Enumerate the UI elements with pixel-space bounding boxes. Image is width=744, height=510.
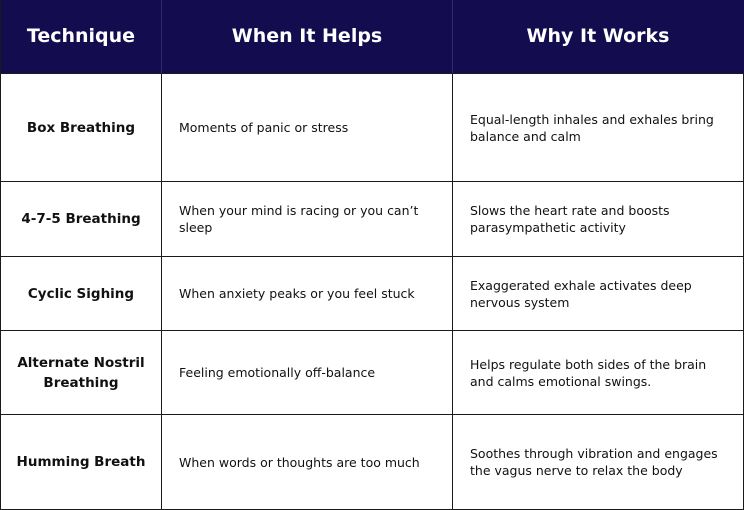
technique-cell: Box Breathing bbox=[0, 74, 162, 182]
why-it-works-cell: Exaggerated exhale activates deep nervou… bbox=[453, 257, 744, 331]
column-header-technique: Technique bbox=[0, 0, 162, 74]
why-it-works-cell: Helps regulate both sides of the brain a… bbox=[453, 331, 744, 415]
column-header-when-it-helps: When It Helps bbox=[162, 0, 453, 74]
when-it-helps-cell: Moments of panic or stress bbox=[162, 74, 453, 182]
why-it-works-cell: Slows the heart rate and boosts parasymp… bbox=[453, 182, 744, 257]
when-it-helps-cell: When your mind is racing or you can’t sl… bbox=[162, 182, 453, 257]
when-it-helps-cell: When words or thoughts are too much bbox=[162, 415, 453, 510]
technique-cell: Alternate Nostril Breathing bbox=[0, 331, 162, 415]
technique-cell: Cyclic Sighing bbox=[0, 257, 162, 331]
why-it-works-cell: Equal-length inhales and exhales bring b… bbox=[453, 74, 744, 182]
when-it-helps-cell: Feeling emotionally off-balance bbox=[162, 331, 453, 415]
when-it-helps-cell: When anxiety peaks or you feel stuck bbox=[162, 257, 453, 331]
technique-cell: Humming Breath bbox=[0, 415, 162, 510]
why-it-works-cell: Soothes through vibration and engages th… bbox=[453, 415, 744, 510]
column-header-why-it-works: Why It Works bbox=[453, 0, 744, 74]
technique-cell: 4-7-5 Breathing bbox=[0, 182, 162, 257]
